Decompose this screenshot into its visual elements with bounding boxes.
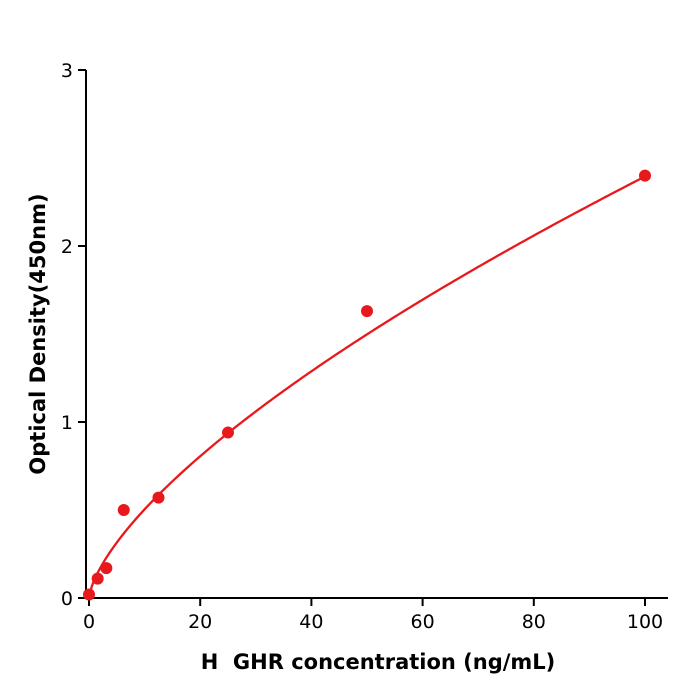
x-tick-label: 40	[299, 611, 323, 633]
x-tick-label: 20	[188, 611, 212, 633]
x-tick-label: 80	[522, 611, 546, 633]
fit-curve	[87, 175, 647, 600]
y-tick-label: 0	[61, 588, 73, 610]
data-point	[152, 491, 165, 504]
y-tick-label: 3	[61, 60, 73, 82]
axes-spine	[85, 70, 668, 599]
x-tick-label: 100	[627, 611, 663, 633]
y-axis-label: Optical Density(450nm)	[26, 193, 50, 475]
y-tick-label: 1	[61, 412, 73, 434]
data-point	[222, 426, 234, 439]
x-axis-label: H GHR concentration (ng/mL)	[200, 650, 556, 674]
y-tick-label: 2	[61, 236, 73, 258]
x-tick-label: 0	[83, 611, 95, 633]
data-point	[100, 562, 113, 575]
data-point	[639, 169, 651, 182]
x-tick-label: 60	[411, 611, 435, 633]
data-point	[117, 504, 130, 516]
data-point	[361, 305, 373, 318]
data-point	[91, 572, 104, 585]
data-point	[83, 588, 95, 601]
